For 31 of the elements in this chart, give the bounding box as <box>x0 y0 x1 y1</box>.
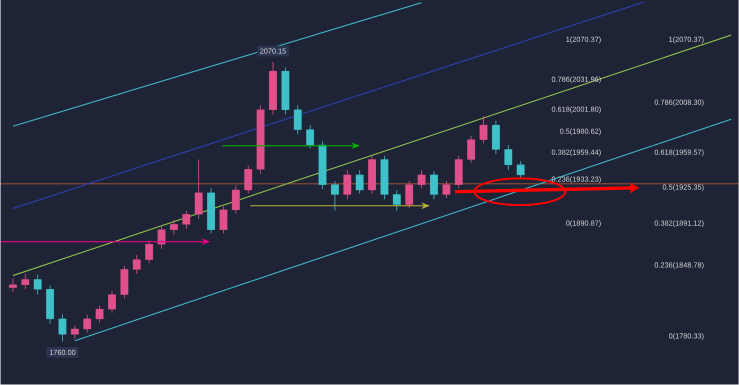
candlestick <box>21 274 30 290</box>
candlestick <box>83 314 92 334</box>
candlestick <box>34 274 42 296</box>
candlestick <box>194 159 203 220</box>
candlestick <box>132 254 141 275</box>
candlestick <box>306 124 314 150</box>
candlestick <box>145 240 154 264</box>
candlestick <box>405 180 414 209</box>
candlestick <box>343 170 352 200</box>
candlestick <box>467 136 476 164</box>
candlestick <box>516 161 525 180</box>
candlestick <box>70 325 79 340</box>
candlestick <box>108 290 116 314</box>
candlestick <box>220 206 228 234</box>
candlestick <box>442 180 450 199</box>
candlestick <box>418 170 426 189</box>
candlestick <box>504 144 512 171</box>
candlestick <box>294 105 302 135</box>
candlestick <box>9 278 17 293</box>
candlestick <box>158 225 166 250</box>
candlestick <box>58 314 66 342</box>
candlestick <box>430 171 438 200</box>
candlestick <box>182 210 190 230</box>
candlestick <box>331 180 339 212</box>
candlestick <box>170 220 178 236</box>
candlestick <box>244 166 252 194</box>
candlestick <box>96 305 104 324</box>
candlestick <box>356 170 364 194</box>
candlestick <box>392 190 401 212</box>
candlestick <box>480 116 488 144</box>
candlestick <box>232 185 240 214</box>
